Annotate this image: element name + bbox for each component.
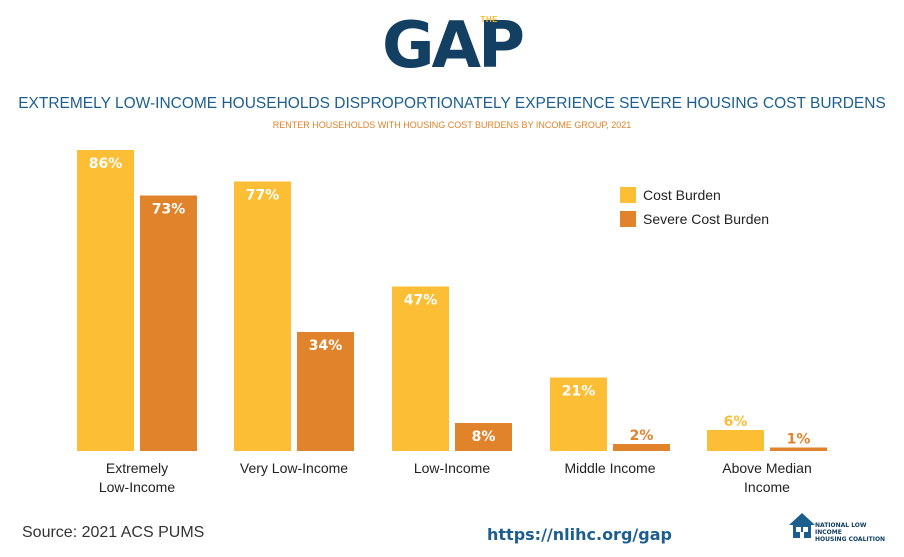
logo-the-label: THE <box>480 15 498 24</box>
category-label: Extremely <box>106 460 168 476</box>
chart-legend: Cost Burden Severe Cost Burden <box>620 183 769 231</box>
category-label: Low-Income <box>414 460 490 476</box>
source-note: Source: 2021 ACS PUMS <box>22 524 205 541</box>
chart-title: EXTREMELY LOW-INCOME HOUSEHOLDS DISPROPO… <box>18 95 886 112</box>
bar-cost-burden-0 <box>77 150 134 451</box>
chart-subtitle: RENTER HOUSEHOLDS WITH HOUSING COST BURD… <box>272 120 632 130</box>
bar-cost-burden-4 <box>707 430 764 451</box>
legend-label-cost-burden: Cost Burden <box>643 187 721 203</box>
data-label: 34% <box>309 338 343 354</box>
bar-severe-cost-burden-2 <box>455 423 512 451</box>
website-link[interactable]: https://nlihc.org/gap <box>487 525 672 544</box>
logo-wordmark: GAP THE <box>382 14 525 78</box>
category-label: Very Low-Income <box>240 460 348 476</box>
data-label: 2% <box>630 428 654 444</box>
org-name-line2: HOUSING COALITION <box>815 536 886 543</box>
legend-swatch-severe-cost-burden <box>620 211 636 227</box>
gap-logo: GAP THE <box>0 14 904 78</box>
bar-cost-burden-2 <box>392 286 449 451</box>
logo-word: GAP <box>382 9 525 83</box>
bar-chart: 86% 73% Extremely Low-Income 77% 34% Very Low-… <box>77 150 827 495</box>
data-label: 47% <box>404 293 438 309</box>
category-label: Above Median <box>722 460 812 476</box>
category-label: Low-Income <box>99 479 175 495</box>
category-label: Income <box>744 479 790 495</box>
data-label: 6% <box>724 414 748 430</box>
data-label: 1% <box>787 432 811 448</box>
bar-severe-cost-burden-1 <box>297 332 354 451</box>
bar-cost-burden-1 <box>234 181 291 451</box>
legend-item-severe-cost-burden: Severe Cost Burden <box>620 207 769 231</box>
data-label: 21% <box>562 384 596 400</box>
org-name-line1: NATIONAL LOW INCOME <box>815 522 867 536</box>
house-icon <box>789 513 815 538</box>
legend-swatch-cost-burden <box>620 187 636 203</box>
data-label: 86% <box>89 156 123 172</box>
bar-severe-cost-burden-3 <box>613 444 670 451</box>
bar-severe-cost-burden-0 <box>140 195 197 451</box>
data-label: 8% <box>472 429 496 445</box>
legend-item-cost-burden: Cost Burden <box>620 183 769 207</box>
data-label: 73% <box>152 202 186 218</box>
category-label: Middle Income <box>564 460 655 476</box>
nlihc-logo: NATIONAL LOW INCOME HOUSING COALITION <box>787 504 887 544</box>
data-label: 77% <box>246 188 280 204</box>
legend-label-severe-cost-burden: Severe Cost Burden <box>643 211 770 227</box>
bar-severe-cost-burden-4 <box>770 447 827 451</box>
bar-cost-burden-3 <box>550 377 607 451</box>
org-name: NATIONAL LOW INCOME HOUSING COALITION <box>815 522 887 543</box>
